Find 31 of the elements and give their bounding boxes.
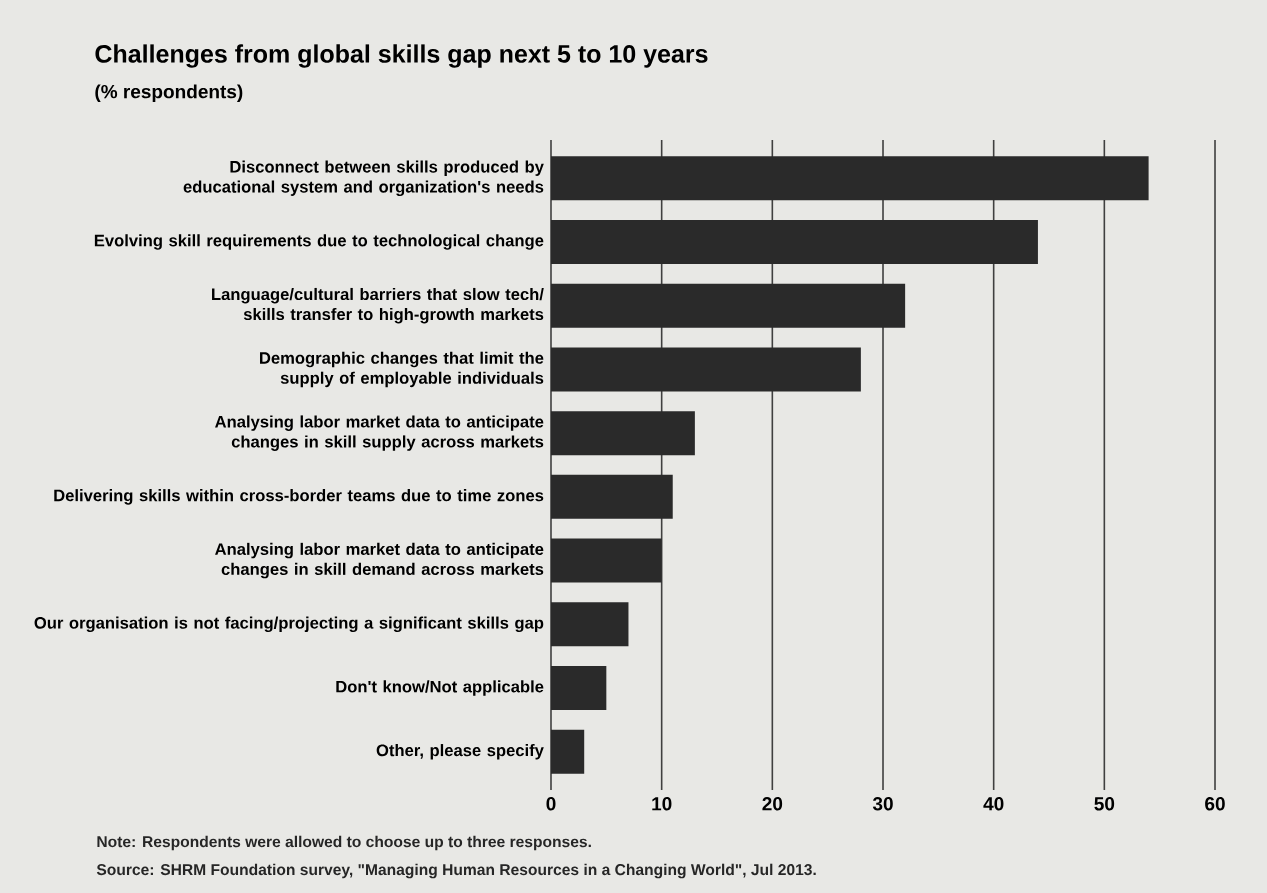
x-tick-label: 30 xyxy=(872,797,893,811)
y-tick-label: Analysing labor market data to anticipate changes in skill demand across markets xyxy=(215,542,544,579)
bar xyxy=(551,283,906,328)
bar xyxy=(551,347,861,392)
text: Note: Respondents were allowed to choose up to three responses. xyxy=(97,835,591,851)
x-tick-label: 60 xyxy=(1205,797,1225,811)
bar xyxy=(551,219,1038,264)
chart-title: Challenges from global skills gap next 5 to 10 years xyxy=(95,44,708,68)
y-tick-label: Evolving skill requirements due to technological change xyxy=(94,234,544,250)
y-tick-label: Demographic changes that limit the supply of employable individuals xyxy=(260,351,544,388)
x-tick-label: 40 xyxy=(983,797,1004,811)
y-tick-label: Don't know/Not applicable xyxy=(336,680,544,696)
x-tick-label: 20 xyxy=(762,797,783,811)
y-tick-label: Analysing labor market data to anticipate changes in skill supply across markets xyxy=(215,415,544,451)
y-tick-label: Language/cultural barriers that slow tech/ skills transfer to high-growth markets xyxy=(212,287,544,324)
bar xyxy=(551,602,629,647)
y-tick-label: Other, please specify xyxy=(376,744,544,760)
bar xyxy=(551,411,695,456)
y-tick-label: Disconnect between skills produced by educational system and organization's needs xyxy=(183,160,544,197)
text: (% respondents) xyxy=(95,84,243,103)
y-tick-label: Delivering skills within cross-border teams due to time zones xyxy=(54,489,544,505)
bar xyxy=(551,474,673,519)
x-tick-label: 0 xyxy=(546,797,556,811)
bar xyxy=(551,729,585,774)
bar xyxy=(551,538,662,583)
bar xyxy=(551,666,607,711)
x-tick-label: 10 xyxy=(652,797,672,811)
x-tick-label: 50 xyxy=(1094,797,1115,811)
y-tick-label: Our organisation is not facing/projecting a significant skills gap xyxy=(34,616,544,633)
bar xyxy=(551,156,1149,201)
source-note: Source: SHRM Foundation survey, "Managing Human Resources in a Changing World", Jul 2013. xyxy=(96,863,816,879)
